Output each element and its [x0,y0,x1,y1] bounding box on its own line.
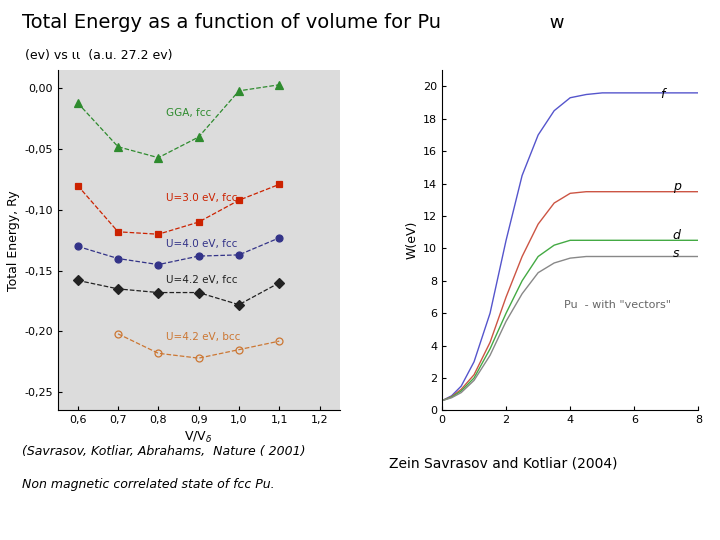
Text: U=4.0 eV, fcc: U=4.0 eV, fcc [166,239,238,249]
Text: (ev) vs ιι  (a.u. 27.2 ev): (ev) vs ιι (a.u. 27.2 ev) [25,49,173,62]
X-axis label: V/V$_\delta$: V/V$_\delta$ [184,429,213,444]
Text: (Savrasov, Kotliar, Abrahams,  Nature ( 2001): (Savrasov, Kotliar, Abrahams, Nature ( 2… [22,446,305,458]
Text: s: s [672,247,679,260]
Text: Zein Savrasov and Kotliar (2004): Zein Savrasov and Kotliar (2004) [389,456,617,470]
Text: f: f [660,88,665,101]
Text: Pu  - with "vectors": Pu - with "vectors" [564,300,671,310]
Text: w: w [544,14,564,31]
Y-axis label: W(eV): W(eV) [406,221,419,260]
Text: U=4.2 eV, fcc: U=4.2 eV, fcc [166,275,238,286]
Text: Total Energy as a function of volume for Pu: Total Energy as a function of volume for… [22,14,441,32]
Text: d: d [672,229,680,242]
Text: Non magnetic correlated state of fcc Pu.: Non magnetic correlated state of fcc Pu. [22,478,274,491]
Text: U=3.0 eV, fcc: U=3.0 eV, fcc [166,193,238,203]
Text: p: p [672,180,680,193]
Text: GGA, fcc: GGA, fcc [166,107,212,118]
Text: U=4.2 eV, bcc: U=4.2 eV, bcc [166,333,240,342]
Y-axis label: Total Energy, Ry: Total Energy, Ry [7,190,20,291]
